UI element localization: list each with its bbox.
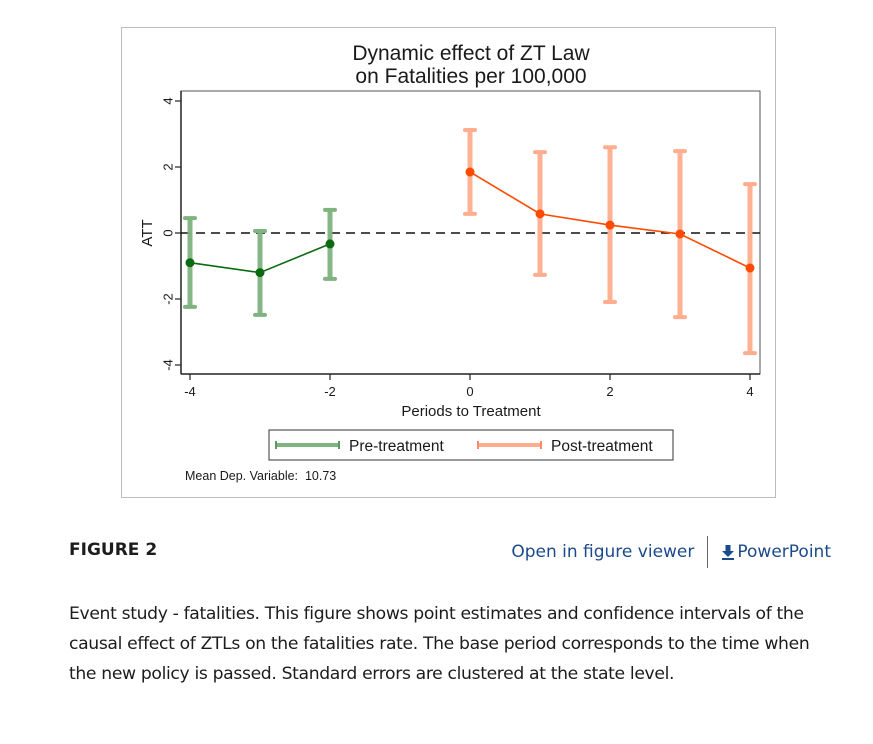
data-point	[185, 258, 195, 268]
x-tick-label: 4	[746, 384, 753, 399]
y-axis-label: ATT	[139, 219, 156, 246]
figure-caption: Event study - fatalities. This figure sh…	[69, 604, 810, 684]
legend-label-pre-treatment: Pre-treatment	[349, 438, 444, 455]
x-tick-label: 2	[606, 384, 613, 399]
x-tick-label: -2	[324, 384, 336, 399]
series-post-treatment	[463, 128, 757, 356]
mean-dep-variable-note: Mean Dep. Variable: 10.73	[185, 469, 336, 483]
legend-item-pre-treatment: Pre-treatment	[275, 438, 444, 455]
figure-footer: FIGURE 2 Open in figure viewer PowerPoin…	[69, 536, 831, 568]
chart-title-line-1: Dynamic effect of ZT Law	[352, 42, 590, 65]
legend-item-post-treatment: Post-treatment	[477, 438, 653, 455]
data-point	[325, 239, 335, 249]
figure-actions: Open in figure viewer PowerPoint	[511, 536, 831, 568]
figure-label: FIGURE 2	[69, 540, 158, 560]
chart-title-line-2: on Fatalities per 100,000	[355, 65, 586, 88]
data-point	[465, 167, 475, 177]
data-point	[605, 220, 615, 230]
download-icon	[722, 545, 735, 560]
x-tick-label: 0	[466, 384, 473, 399]
y-tick-label: -2	[161, 293, 176, 305]
data-point	[675, 229, 685, 239]
y-tick-label: 4	[161, 97, 176, 104]
actions-divider	[707, 536, 709, 568]
data-point	[255, 268, 265, 278]
figure-image-frame	[121, 27, 776, 498]
open-in-figure-viewer-link[interactable]: Open in figure viewer	[511, 542, 695, 562]
data-point	[535, 209, 545, 219]
powerpoint-download-link[interactable]: PowerPoint	[721, 542, 831, 562]
event-study-chart: Dynamic effect of ZT Law on Fatalities p…	[139, 42, 761, 483]
y-tick-label: 2	[161, 163, 176, 170]
data-point	[745, 263, 755, 273]
x-axis-label: Periods to Treatment	[401, 403, 541, 420]
legend-label-post-treatment: Post-treatment	[551, 438, 653, 455]
series-pre-treatment	[183, 207, 337, 317]
y-tick-label: -4	[161, 359, 176, 371]
x-tick-label: -4	[184, 384, 196, 399]
powerpoint-label: PowerPoint	[737, 542, 831, 562]
y-tick-label: 0	[161, 229, 176, 236]
